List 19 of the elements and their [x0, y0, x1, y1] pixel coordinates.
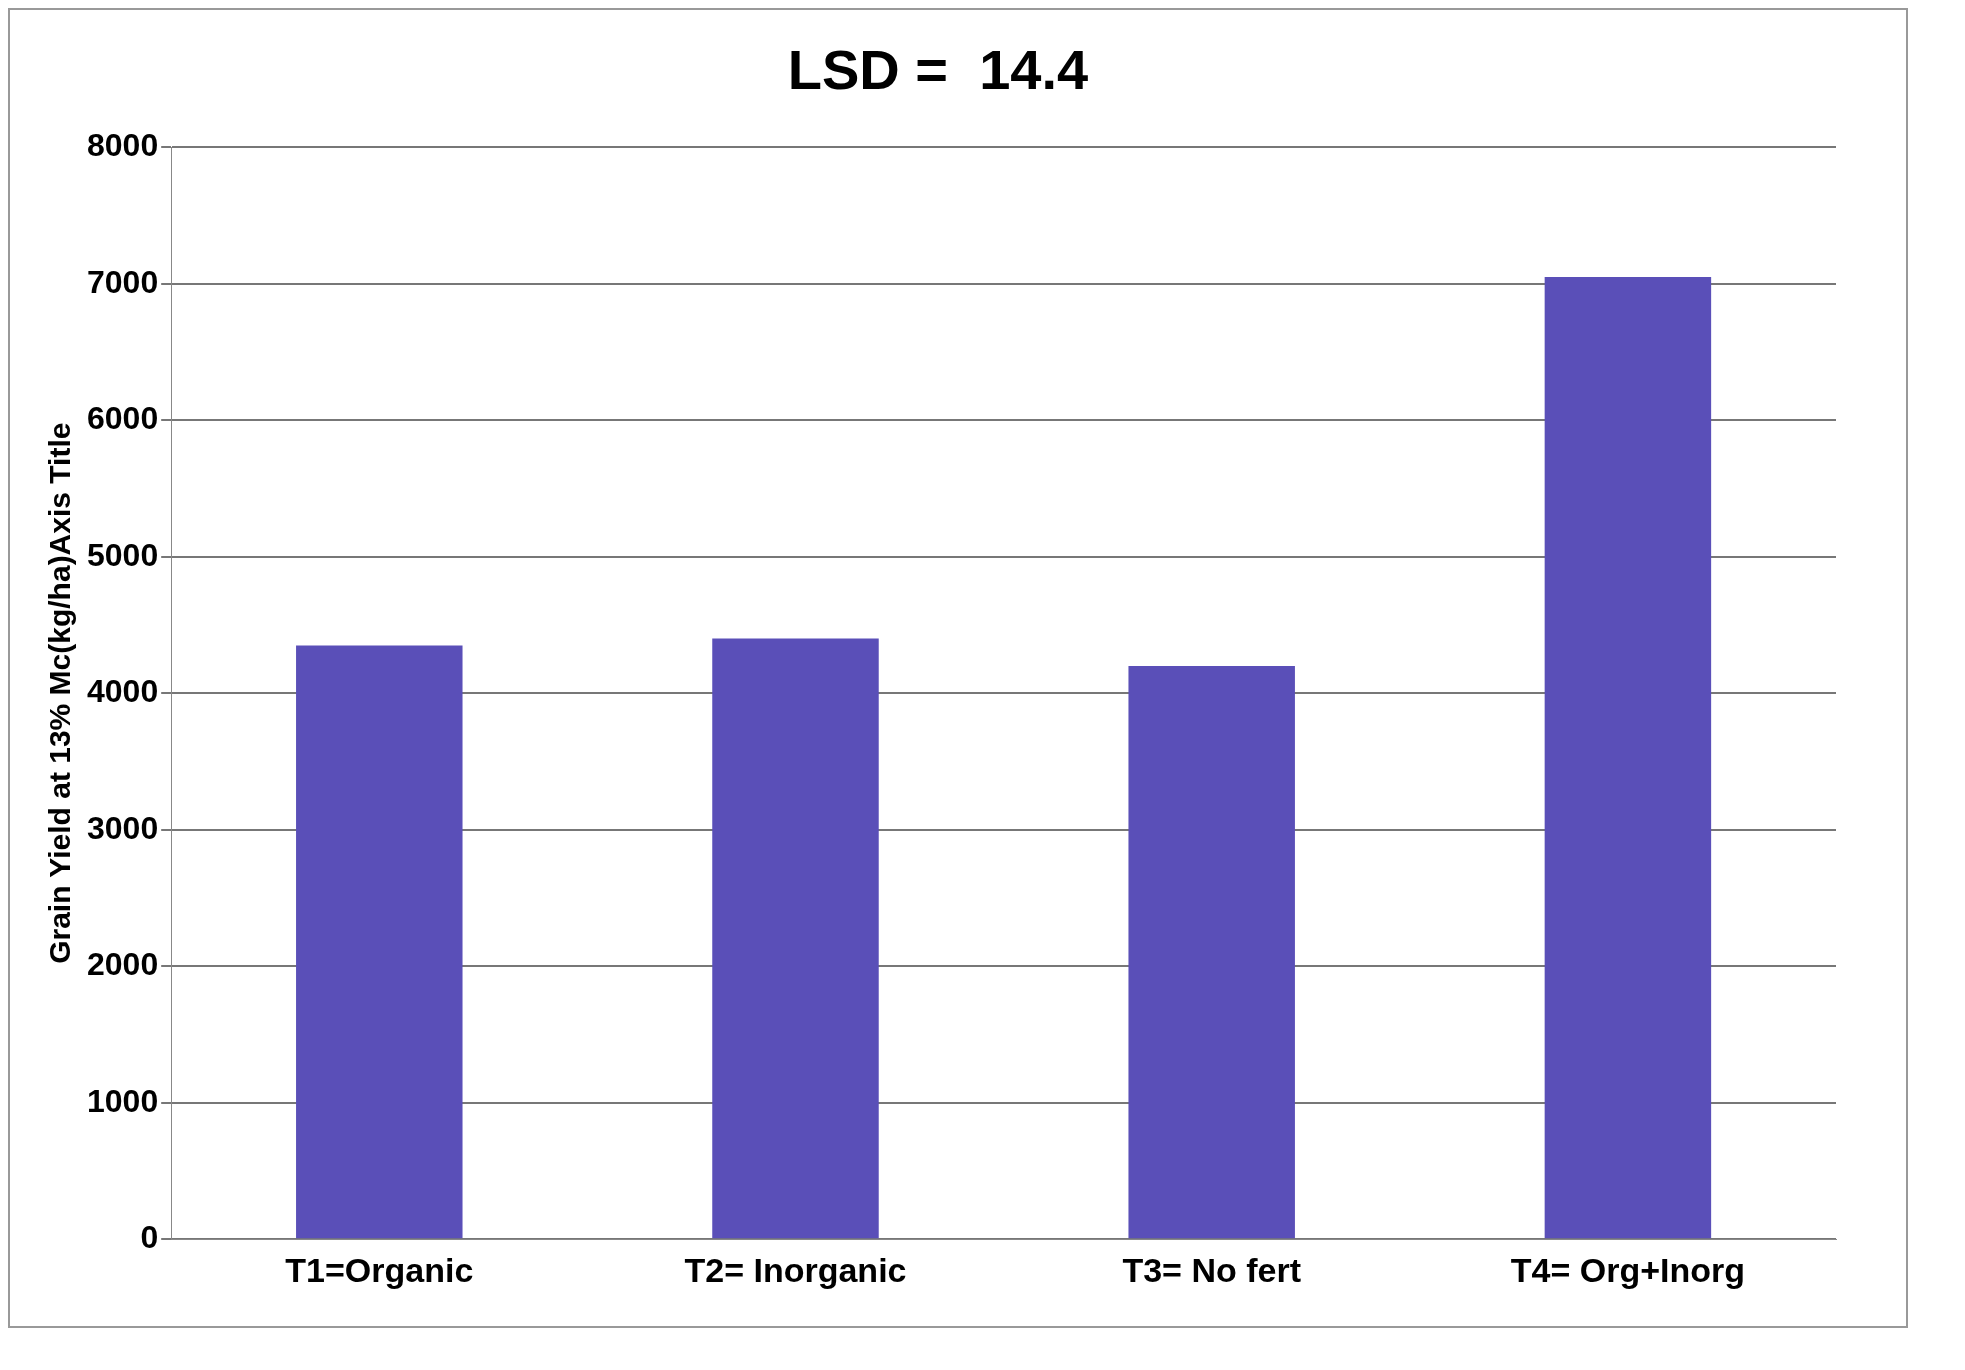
y-tick-label: 6000 [87, 400, 159, 437]
bar [1544, 276, 1712, 1239]
y-axis-title: Grain Yield at 13% Mc(kg/ha)Axis Title [43, 422, 77, 964]
x-tick-label: T2= Inorganic [684, 1250, 907, 1289]
y-tick-label: 4000 [87, 673, 159, 710]
bar [712, 638, 879, 1239]
x-tick-label: T3= No fert [1122, 1250, 1301, 1289]
y-tick-label: 2000 [87, 946, 159, 983]
y-tick-label: 0 [140, 1219, 159, 1256]
bar [296, 645, 463, 1239]
y-tick-label: 7000 [87, 263, 159, 300]
x-tick-label: T1=Organic [285, 1250, 474, 1289]
y-tick-label: 3000 [87, 809, 159, 846]
bar [1128, 665, 1295, 1239]
x-tick-label: T4= Org+Inorg [1510, 1250, 1746, 1289]
chart-title: LSD = 14.4 [787, 38, 1089, 102]
y-tick-label: 5000 [87, 536, 159, 573]
y-tick-label: 1000 [87, 1082, 159, 1119]
y-tick-label: 8000 [87, 127, 159, 164]
